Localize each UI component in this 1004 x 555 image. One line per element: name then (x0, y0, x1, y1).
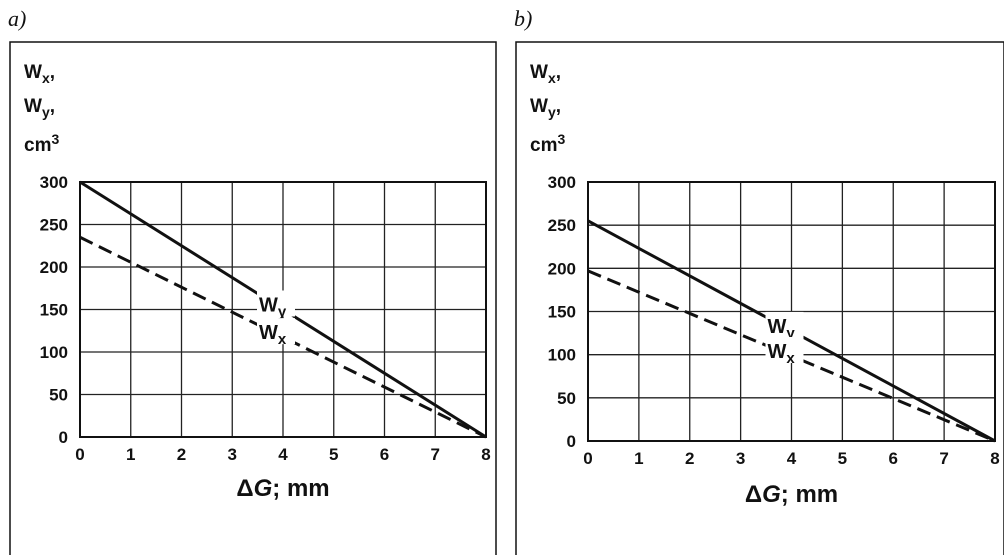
y-tick-label: 300 (40, 173, 68, 192)
series-label-wx: Wx (768, 341, 796, 367)
x-tick-label: 0 (75, 445, 84, 464)
panel-frame (515, 41, 1004, 555)
series-label-wx: Wx (259, 322, 287, 348)
series-line-wx (79, 235, 487, 439)
series-label-bg (257, 290, 295, 317)
y-axis-label-line: Wy, (24, 96, 55, 120)
y-axis-label-line: Wx, (24, 62, 55, 86)
x-tick-label: 1 (126, 445, 135, 464)
x-tick-label: 2 (685, 449, 694, 468)
x-tick-label: 6 (380, 445, 389, 464)
y-tick-label: 0 (567, 432, 576, 451)
y-tick-label: 0 (59, 428, 68, 447)
y-tick-label: 200 (548, 259, 576, 278)
x-tick-label: 7 (939, 449, 948, 468)
x-tick-label: 1 (634, 449, 643, 468)
series-label-wy: Wy (259, 295, 287, 321)
y-tick-label: 300 (548, 173, 576, 192)
x-tick-label: 3 (228, 445, 237, 464)
y-tick-label: 150 (40, 301, 68, 320)
x-tick-label: 4 (787, 449, 797, 468)
plot-area (79, 181, 487, 438)
panel-frame (9, 41, 497, 555)
x-tick-label: 4 (278, 445, 288, 464)
y-axis-label-line: Wy, (530, 96, 561, 120)
y-tick-label: 100 (548, 346, 576, 365)
y-axis-label-line: cm3 (24, 131, 59, 156)
y-tick-label: 200 (40, 258, 68, 277)
y-tick-label: 100 (40, 343, 68, 362)
x-tick-label: 6 (889, 449, 898, 468)
chart-panel-0: 0 1 2 3 4 5 6 7 8 0 50 100 150 200 250 300 Wx, Wy, cm3 ΔG; … (9, 41, 497, 555)
chart-panel-1: 0 1 2 3 4 5 6 7 8 0 50 100 150 200 250 300 Wx, Wy, cm3 ΔG; … (515, 41, 1004, 555)
y-tick-label: 150 (548, 303, 576, 322)
x-tick-label: 2 (177, 445, 186, 464)
y-axis-label-line: Wx, (530, 62, 561, 86)
y-axis-label-line: cm3 (530, 131, 565, 156)
x-tick-label: 5 (838, 449, 847, 468)
x-tick-label: 5 (329, 445, 338, 464)
x-tick-label: 3 (736, 449, 745, 468)
plot-area (587, 181, 996, 442)
y-tick-label: 50 (49, 386, 68, 405)
x-tick-label: 0 (583, 449, 592, 468)
panel-a-tag: a) (8, 6, 27, 31)
y-tick-label: 250 (548, 216, 576, 235)
x-axis-label: ΔG; mm (236, 475, 329, 502)
x-tick-label: 8 (990, 449, 999, 468)
x-tick-label: 8 (481, 445, 490, 464)
x-tick-label: 7 (431, 445, 440, 464)
series-label-bg (765, 311, 804, 338)
x-axis-label: ΔG; mm (745, 481, 838, 508)
panel-b-tag: b) (514, 6, 533, 31)
series-label-wy: Wy (768, 316, 796, 342)
series-label-bg (257, 318, 295, 345)
series-label-bg (765, 336, 804, 363)
y-tick-label: 250 (40, 216, 68, 235)
y-tick-label: 50 (557, 389, 576, 408)
